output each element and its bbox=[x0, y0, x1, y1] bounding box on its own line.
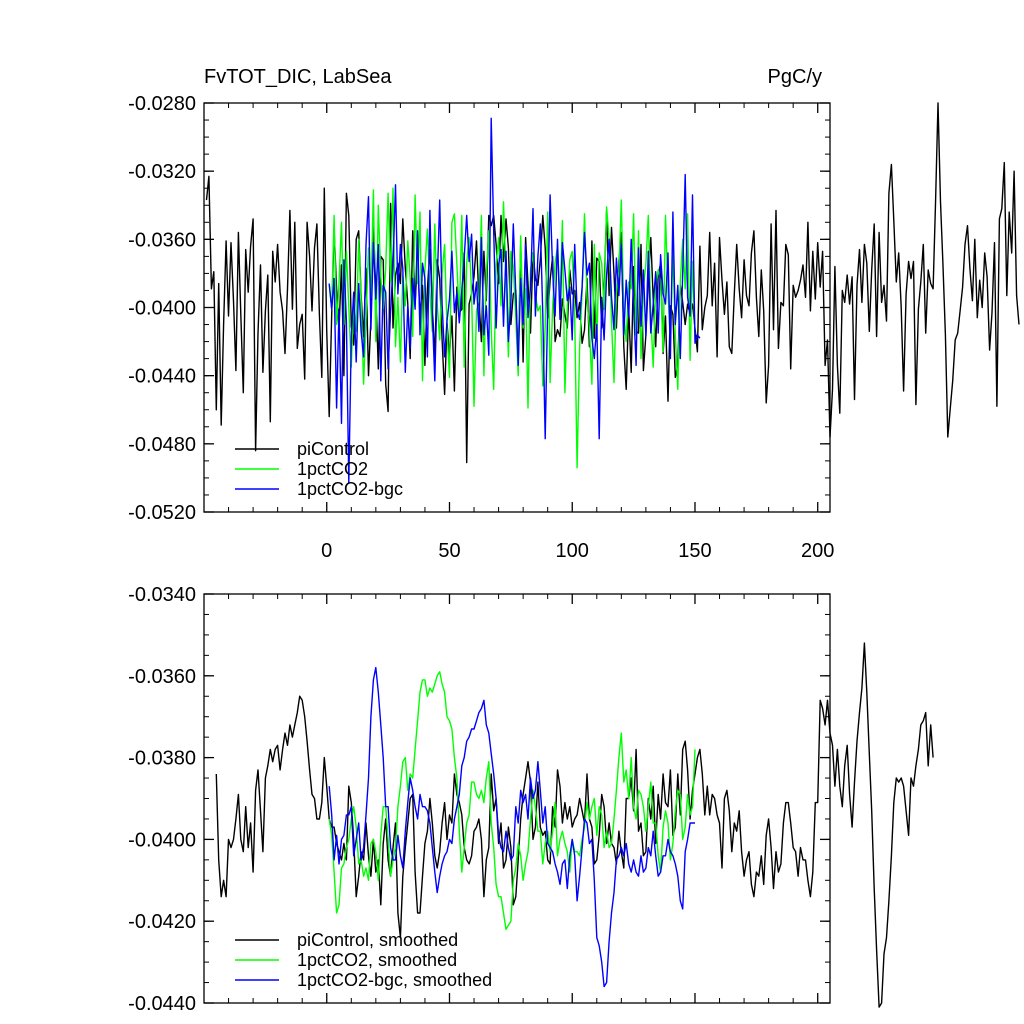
chart-title-right: PgC/y bbox=[768, 66, 822, 88]
y-tick-label: -0.0360 bbox=[128, 666, 196, 688]
series-line-1pctco2-bgc-smoothed bbox=[328, 666, 695, 988]
y-tick-label: -0.0280 bbox=[128, 93, 196, 115]
legend-label: 1pctCO2-bgc bbox=[297, 479, 403, 499]
series-line-1pctco2-smoothed bbox=[328, 671, 696, 931]
bottom-panel: -0.0440 -0.0420 -0.0400 -0.0380 -0.0360 -0.03… bbox=[128, 584, 934, 1015]
y-tick-label: -0.0400 bbox=[128, 829, 196, 851]
y-tick-label: -0.0420 bbox=[128, 911, 196, 933]
chart-title-left: FvTOT_DIC, LabSea bbox=[204, 66, 392, 88]
legend-label: 1pctCO2 bbox=[297, 459, 368, 479]
x-tick-label: 50 bbox=[438, 540, 460, 562]
legend-label: 1pctCO2, smoothed bbox=[297, 950, 457, 970]
y-tick-label: -0.0380 bbox=[128, 748, 196, 770]
x-tick-label: 100 bbox=[556, 540, 589, 562]
legend-label: 1pctCO2-bgc, smoothed bbox=[297, 970, 492, 990]
y-tick-label: -0.0340 bbox=[128, 584, 196, 606]
x-tick-label: 0 bbox=[321, 540, 332, 562]
y-tick-label: -0.0440 bbox=[128, 993, 196, 1015]
series-line-picontrol bbox=[205, 102, 1020, 464]
series-line-1pctco2-bgc bbox=[328, 117, 701, 484]
y-tick-label: -0.0320 bbox=[128, 161, 196, 183]
y-tick-label: -0.0360 bbox=[128, 229, 196, 251]
y-tick-label: -0.0520 bbox=[128, 502, 196, 524]
y-tick-label: -0.0440 bbox=[128, 366, 196, 388]
y-tick-label: -0.0400 bbox=[128, 298, 196, 320]
x-tick-label: 150 bbox=[678, 540, 711, 562]
legend-label: piControl bbox=[297, 439, 369, 459]
x-tick-label: 200 bbox=[801, 540, 834, 562]
legend-label: piControl, smoothed bbox=[297, 930, 458, 950]
y-tick-label: -0.0480 bbox=[128, 434, 196, 456]
top-panel: FvTOT_DIC, LabSea PgC/y -0.0520 -0.0480 -0… bbox=[128, 66, 1020, 562]
